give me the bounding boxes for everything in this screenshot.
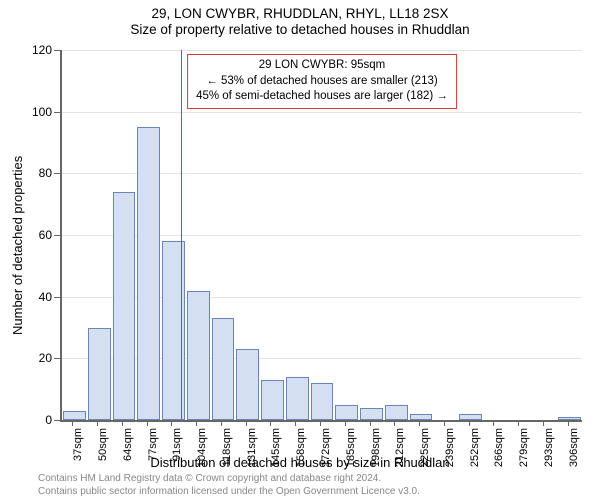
bar <box>137 127 160 420</box>
x-tick-mark <box>270 420 271 426</box>
bar <box>360 408 383 420</box>
y-tick-label: 60 <box>24 228 52 242</box>
x-tick-label: 266sqm <box>493 428 505 478</box>
x-tick-mark <box>97 420 98 426</box>
attribution-line2: Contains public sector information licen… <box>38 486 562 499</box>
bar <box>88 328 111 421</box>
x-tick-mark <box>246 420 247 426</box>
bar <box>410 414 433 420</box>
x-tick-label: 77sqm <box>147 428 159 478</box>
bar <box>212 318 235 420</box>
annotation-line3: 45% of semi-detached houses are larger (… <box>196 89 448 105</box>
bar <box>335 405 358 420</box>
x-tick-mark <box>320 420 321 426</box>
y-tick-label: 120 <box>24 43 52 57</box>
x-tick-label: 118sqm <box>221 428 233 478</box>
y-tick-label: 80 <box>24 166 52 180</box>
bar <box>236 349 259 420</box>
x-tick-mark <box>196 420 197 426</box>
annotation-line1: 29 LON CWYBR: 95sqm <box>196 58 448 74</box>
bar <box>286 377 309 420</box>
y-tick-label: 0 <box>24 413 52 427</box>
bar <box>558 417 581 420</box>
y-axis-label: Number of detached properties <box>10 156 25 335</box>
bar <box>187 291 210 421</box>
x-tick-mark <box>469 420 470 426</box>
x-tick-label: 239sqm <box>444 428 456 478</box>
x-tick-mark <box>221 420 222 426</box>
x-tick-label: 185sqm <box>345 428 357 478</box>
x-tick-label: 212sqm <box>394 428 406 478</box>
bar <box>261 380 284 420</box>
y-tick-mark <box>54 112 60 113</box>
x-tick-label: 131sqm <box>246 428 258 478</box>
x-tick-label: 198sqm <box>370 428 382 478</box>
annotation-line2: ← 53% of detached houses are smaller (21… <box>196 74 448 90</box>
attribution-line1: Contains HM Land Registry data © Crown c… <box>38 473 562 486</box>
x-tick-mark <box>72 420 73 426</box>
x-tick-label: 158sqm <box>295 428 307 478</box>
y-tick-mark <box>54 358 60 359</box>
x-tick-mark <box>493 420 494 426</box>
x-tick-mark <box>122 420 123 426</box>
x-tick-mark <box>171 420 172 426</box>
x-tick-label: 91sqm <box>171 428 183 478</box>
annotation-box: 29 LON CWYBR: 95sqm ← 53% of detached ho… <box>187 54 457 109</box>
y-tick-mark <box>54 297 60 298</box>
y-tick-mark <box>54 235 60 236</box>
reference-line <box>181 50 182 420</box>
bar <box>385 405 408 420</box>
chart-title-line2: Size of property relative to detached ho… <box>0 22 600 37</box>
x-tick-label: 293sqm <box>543 428 555 478</box>
x-tick-label: 172sqm <box>320 428 332 478</box>
x-tick-label: 104sqm <box>196 428 208 478</box>
x-tick-mark <box>295 420 296 426</box>
bar <box>63 411 86 420</box>
x-tick-mark <box>370 420 371 426</box>
x-tick-label: 64sqm <box>122 428 134 478</box>
x-tick-mark <box>394 420 395 426</box>
bar <box>311 383 334 420</box>
x-tick-mark <box>419 420 420 426</box>
y-tick-label: 20 <box>24 351 52 365</box>
x-tick-mark <box>568 420 569 426</box>
x-tick-mark <box>147 420 148 426</box>
y-tick-label: 100 <box>24 105 52 119</box>
x-tick-label: 225sqm <box>419 428 431 478</box>
x-tick-label: 279sqm <box>518 428 530 478</box>
y-tick-mark <box>54 50 60 51</box>
y-tick-mark <box>54 420 60 421</box>
y-tick-mark <box>54 173 60 174</box>
chart-title-line1: 29, LON CWYBR, RHUDDLAN, RHYL, LL18 2SX <box>0 6 600 21</box>
x-tick-mark <box>345 420 346 426</box>
x-tick-label: 50sqm <box>97 428 109 478</box>
x-tick-label: 145sqm <box>270 428 282 478</box>
chart-title-block: 29, LON CWYBR, RHUDDLAN, RHYL, LL18 2SX … <box>0 0 600 37</box>
x-tick-mark <box>444 420 445 426</box>
x-tick-label: 37sqm <box>72 428 84 478</box>
y-tick-label: 40 <box>24 290 52 304</box>
plot-area: 29 LON CWYBR: 95sqm ← 53% of detached ho… <box>60 50 582 422</box>
x-tick-label: 306sqm <box>568 428 580 478</box>
attribution-text: Contains HM Land Registry data © Crown c… <box>38 473 562 498</box>
x-tick-label: 252sqm <box>469 428 481 478</box>
x-axis-label: Distribution of detached houses by size … <box>0 455 600 470</box>
x-tick-mark <box>543 420 544 426</box>
bar <box>113 192 136 420</box>
x-tick-mark <box>518 420 519 426</box>
bar <box>459 414 482 420</box>
